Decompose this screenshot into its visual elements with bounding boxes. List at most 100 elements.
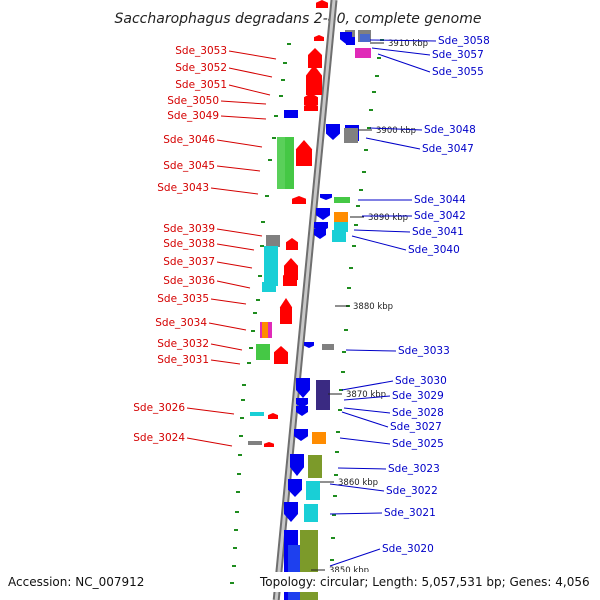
reverse-gene-arrow: [294, 429, 308, 441]
right-gene-label: Sde_3044: [414, 194, 466, 206]
right-gene-label: Sde_3055: [432, 66, 484, 78]
forward-gene-arrow: [304, 103, 318, 111]
right-label-connector: [369, 39, 437, 42]
right-label-connector: [329, 512, 383, 515]
reverse-gene-arrow: [326, 124, 340, 140]
gene-block: [264, 246, 278, 286]
gene-block: [256, 344, 270, 360]
gene-block: [355, 48, 371, 58]
gene-block: [322, 344, 334, 350]
right-gene-label: Sde_3040: [408, 244, 460, 256]
gene-block: [262, 322, 268, 338]
right-gene-label: Sde_3058: [438, 35, 490, 47]
left-label-connector: [228, 67, 273, 78]
left-gene-label: Sde_3051: [175, 79, 227, 91]
left-gene-label: Sde_3039: [163, 223, 215, 235]
footer-right-background: [256, 572, 600, 592]
gene-block: [334, 212, 348, 222]
left-label-connector: [216, 280, 251, 289]
reverse-gene-arrow: [320, 194, 332, 200]
left-gene-label: Sde_3045: [163, 160, 215, 172]
right-label-connector: [377, 53, 431, 73]
right-label-connector: [351, 235, 407, 251]
left-gene-label: Sde_3034: [155, 317, 207, 329]
scale-tick-label: 3880 kbp: [353, 302, 393, 312]
left-gene-labels: Sde_3053 Sde_3052 Sde_3051 Sde_3050 Sde_3049…: [133, 45, 277, 447]
reverse-gene-arrow: [304, 342, 314, 348]
left-gene-label: Sde_3052: [175, 62, 227, 74]
right-gene-label: Sde_3048: [424, 124, 476, 136]
right-gene-label: Sde_3030: [395, 375, 447, 387]
right-label-connector: [337, 467, 387, 470]
scale-tick-label: 3860 kbp: [338, 478, 378, 488]
reverse-gene-arrow: [284, 502, 298, 522]
reverse-gene-arrow: [296, 406, 308, 416]
right-label-connector: [329, 483, 385, 492]
right-gene-label: Sde_3023: [388, 463, 440, 475]
left-gene-label: Sde_3026: [133, 402, 185, 414]
reverse-gene-arrow: [314, 229, 326, 239]
left-label-connector: [220, 115, 267, 120]
forward-gene-arrow: [280, 298, 292, 324]
genome-summary-text: Topology: circular; Length: 5,057,531 bp…: [259, 575, 590, 589]
reverse-gene-arrow: [316, 208, 330, 220]
left-label-connector: [210, 343, 243, 351]
gene-block: [306, 481, 320, 500]
right-gene-label: Sde_3022: [386, 485, 438, 497]
right-label-connector: [343, 395, 391, 401]
gene-block: [266, 235, 280, 247]
backbone-inner: [274, 0, 336, 600]
gene-block: [308, 455, 322, 478]
right-gene-label: Sde_3021: [384, 507, 436, 519]
scale-tick-label: 3890 kbp: [368, 213, 408, 223]
left-label-connector: [186, 407, 235, 415]
right-label-connector: [343, 407, 391, 414]
left-label-connector: [216, 228, 263, 237]
reverse-gene-arrow: [340, 32, 352, 44]
right-gene-label: Sde_3041: [412, 226, 464, 238]
right-label-connector: [369, 127, 423, 131]
left-label-connector: [186, 437, 233, 447]
left-gene-label: Sde_3032: [157, 338, 209, 350]
forward-gene-arrow: [264, 442, 274, 447]
reverse-gene-arrow: [296, 398, 308, 408]
gene-block: [312, 432, 326, 444]
left-gene-label: Sde_3024: [133, 432, 185, 444]
scale-tick-label: 3850 kbp: [329, 566, 369, 576]
left-label-connector: [220, 100, 267, 105]
right-label-connector: [329, 548, 381, 567]
reverse-gene-arrow: [288, 479, 302, 497]
forward-gene-arrow: [306, 65, 322, 95]
right-gene-label: Sde_3047: [422, 143, 474, 155]
reverse-gene-arrow: [296, 378, 310, 398]
right-label-connector: [353, 229, 411, 233]
right-gene-label: Sde_3029: [392, 390, 444, 402]
left-gene-label: Sde_3053: [175, 45, 227, 57]
right-label-connector: [341, 411, 389, 428]
forward-gene-arrow: [308, 48, 322, 68]
scale-tick-label: 3910 kbp: [388, 39, 428, 49]
reverse-gene-arrow: [290, 454, 304, 476]
left-label-connector: [208, 322, 247, 331]
forward-gene-arrow: [274, 346, 288, 364]
right-gene-labels: Sde_3058 Sde_3057 Sde_3055 Sde_3048 Sde_3047…: [329, 35, 490, 567]
left-gene-label: Sde_3049: [167, 110, 219, 122]
gene-block: [346, 37, 355, 45]
feature-track: [248, 0, 371, 600]
scale-tick-label: 3870 kbp: [346, 390, 386, 400]
gene-block: [248, 441, 262, 445]
gc-skew-track: [230, 39, 384, 584]
forward-gene-arrow: [286, 238, 298, 250]
forward-gene-arrow: [314, 35, 324, 41]
forward-gene-arrow: [283, 270, 297, 286]
right-gene-label: Sde_3042: [414, 210, 466, 222]
right-gene-label: Sde_3033: [398, 345, 450, 357]
gene-block: [344, 128, 358, 143]
gene-block: [277, 137, 285, 189]
gene-block: [250, 412, 264, 416]
left-gene-label: Sde_3043: [157, 182, 209, 194]
gene-block: [360, 34, 370, 42]
left-label-connector: [216, 243, 255, 251]
right-gene-label: Sde_3028: [392, 407, 444, 419]
